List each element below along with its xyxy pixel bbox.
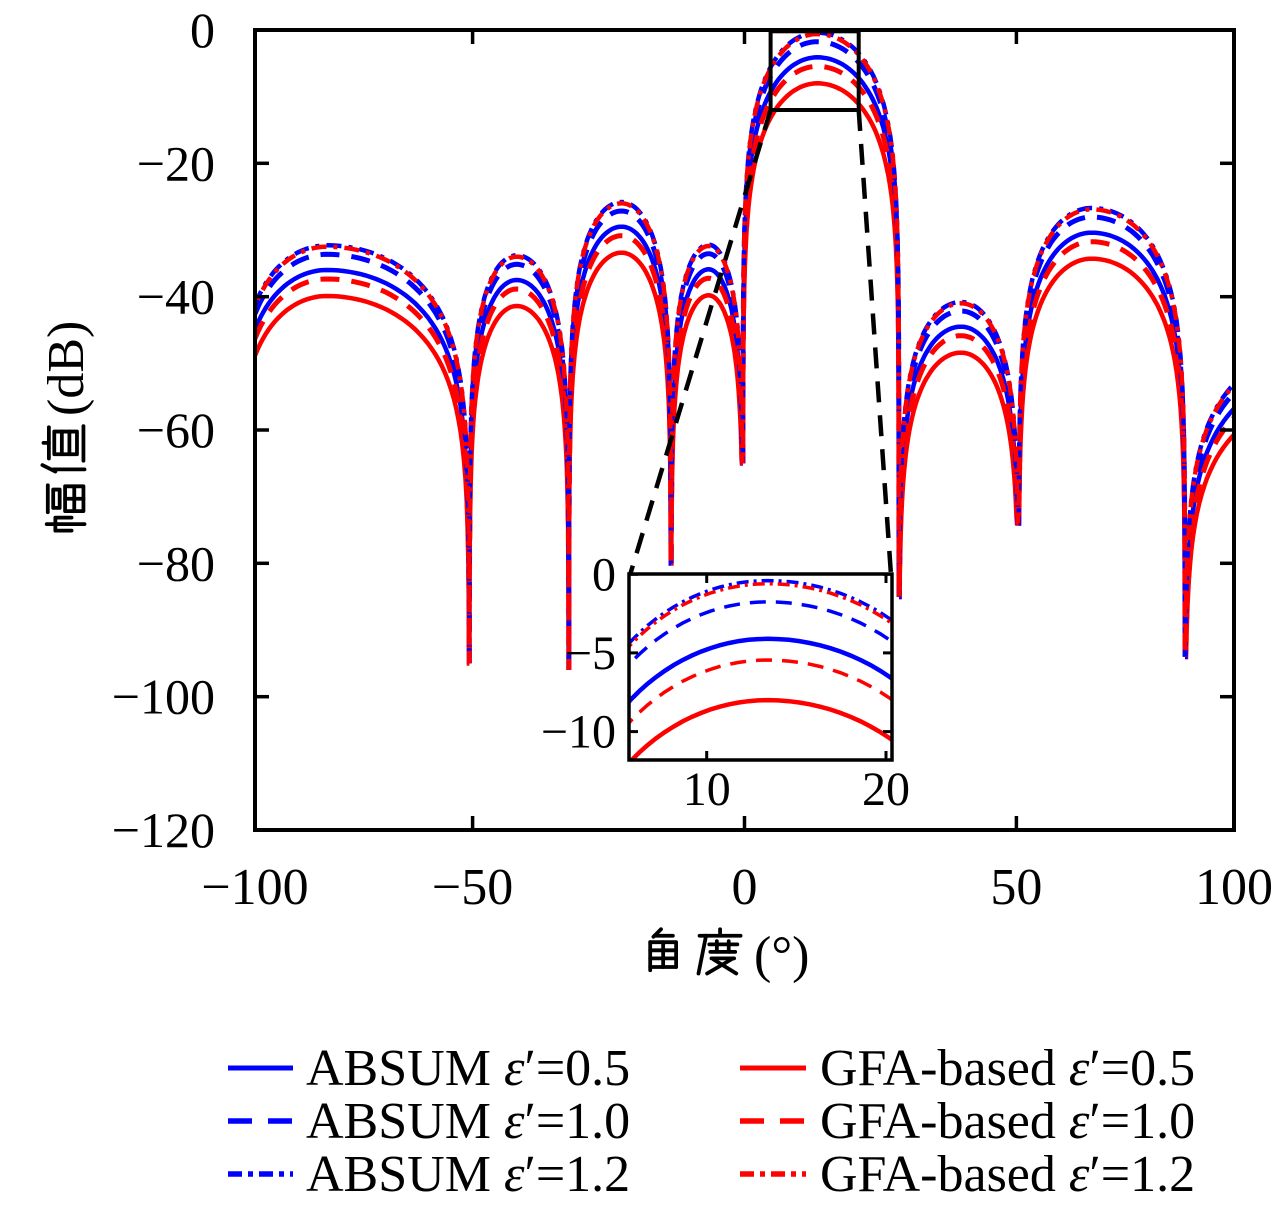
legend-label: ABSUM ε′=1.0 <box>306 1093 630 1150</box>
inset-y-tick-label: −5 <box>565 627 616 680</box>
main-curves-layer <box>255 30 1234 671</box>
curve-GFA-based-1.2 <box>255 31 1234 671</box>
legend-item-ABSUM-0.5: ABSUM ε′=0.5 <box>228 1040 630 1097</box>
curve-GFA-based-0.5 <box>255 81 1234 671</box>
legend-item-ABSUM-1.0: ABSUM ε′=1.0 <box>228 1093 630 1150</box>
y-axis-tick-label: 0 <box>190 2 215 58</box>
y-axis-tick-label: −100 <box>112 669 215 725</box>
curve-ABSUM-1.0 <box>255 39 1234 671</box>
y-axis-label-suffix: (dB) <box>38 321 95 416</box>
y-axis-tick-label: −80 <box>137 535 215 591</box>
cjk-char-x1 <box>696 927 743 976</box>
y-axis-tick-label: −20 <box>137 135 215 191</box>
curve-inset-ABSUM-0.5 <box>629 636 892 705</box>
legend-label: GFA-based ε′=1.0 <box>820 1093 1195 1150</box>
x-axis-label-suffix: (°) <box>754 927 809 984</box>
y-axis-tick-label: −120 <box>112 802 215 858</box>
inset-curves-layer <box>629 578 892 760</box>
legend-item-GFA-based-1.0: GFA-based ε′=1.0 <box>740 1093 1195 1150</box>
cjk-char-y1 <box>40 424 87 474</box>
y-axis-tick-label: −40 <box>137 269 215 325</box>
inset-y-tick-label: 0 <box>592 548 616 601</box>
y-axis-tick-label: −60 <box>137 402 215 458</box>
inset-x-tick-label: 20 <box>862 763 910 816</box>
cjk-char-x0 <box>648 927 679 973</box>
zoom-leader-line-right <box>856 109 894 576</box>
legend-item-GFA-based-1.2: GFA-based ε′=1.2 <box>740 1146 1195 1203</box>
x-axis-label: (°) <box>648 927 809 984</box>
legend-label: GFA-based ε′=1.2 <box>820 1146 1195 1203</box>
inset-y-tick-label: −10 <box>541 706 616 759</box>
x-axis-tick-label: 0 <box>732 859 758 916</box>
y-axis-label: (dB) <box>38 321 95 533</box>
curve-ABSUM-0.5 <box>255 55 1234 671</box>
x-axis-tick-label: −50 <box>432 859 513 916</box>
inset-x-tick-label: 10 <box>683 763 731 816</box>
x-axis-tick-label: 100 <box>1195 859 1273 916</box>
inset-frame <box>627 572 894 762</box>
x-axis-tick-label: −100 <box>201 859 308 916</box>
legend-label: ABSUM ε′=0.5 <box>306 1040 630 1097</box>
legend-label: ABSUM ε′=1.2 <box>306 1146 630 1203</box>
curve-GFA-based-1.0 <box>255 63 1234 671</box>
legend-item-GFA-based-0.5: GFA-based ε′=0.5 <box>740 1040 1195 1097</box>
curve-inset-ABSUM-1.2 <box>629 578 892 647</box>
x-axis-tick-label: 50 <box>990 859 1042 916</box>
curve-inset-GFA-based-1.0 <box>629 658 892 726</box>
zoom-leader-line-left <box>627 109 773 576</box>
legend-label: GFA-based ε′=0.5 <box>820 1040 1195 1097</box>
curve-inset-GFA-based-0.5 <box>629 697 892 760</box>
legend-item-ABSUM-1.2: ABSUM ε′=1.2 <box>228 1146 630 1203</box>
cjk-char-y0 <box>44 483 87 533</box>
